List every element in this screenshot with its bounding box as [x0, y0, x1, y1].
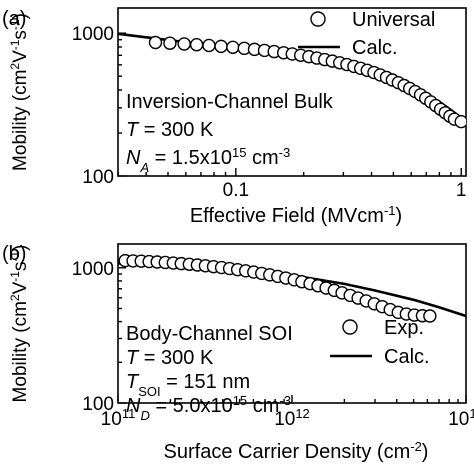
data-point: [214, 39, 228, 54]
annotation: Inversion-Channel Bulk T = 300 K NA = 1.5x…: [126, 91, 334, 175]
x-tick-label: 1011: [101, 406, 136, 431]
data-point: [163, 36, 177, 50]
annotation-line3: TSOI = 151 nm: [126, 371, 250, 399]
annotation-temperature: T = 300 K: [126, 347, 214, 369]
y-tick-label: 1000: [72, 259, 114, 280]
annotation-temperature: T = 300 K: [126, 119, 214, 141]
annotation-line4: ND = 5.0x1015 cm-3: [126, 393, 291, 423]
panel-label: (a): [2, 8, 26, 30]
data-point: [423, 309, 437, 323]
annotation-title: Inversion-Channel Bulk: [126, 91, 334, 113]
panel-a: (a) 100 1000 0.1 1 Effective Field (MVcm-1) Mo…: [2, 7, 467, 228]
legend-marker: [342, 319, 358, 335]
panel-b: (b) 100 1000 1011 1012 1013 Surface Carrier De…: [2, 243, 474, 463]
annotation-title: Body-Channel SOI: [126, 323, 293, 345]
x-axis-label: Surface Carrier Density (cm-2): [164, 439, 429, 464]
data-point: [189, 38, 204, 52]
y-tick-label: 100: [82, 394, 114, 415]
y-tick-label: 100: [82, 167, 114, 188]
legend-marker-label: Universal: [352, 9, 435, 31]
y-axis-label: Mobility (cm2V-1s-1): [8, 13, 31, 171]
legend-marker-label: Exp.: [384, 317, 424, 339]
plot-frame: [117, 7, 467, 177]
legend-marker: [310, 11, 326, 27]
x-tick-label: 1: [456, 180, 467, 201]
y-axis-label: Mobility (cm2V-1s-1): [8, 245, 31, 403]
panel-label: (b): [2, 243, 26, 265]
x-tick-label: 0.1: [223, 180, 249, 201]
legend: Exp. Calc.: [330, 317, 430, 368]
data-point: [202, 38, 216, 53]
x-tick-label: 1012: [274, 406, 310, 431]
x-axis-label: Effective Field (MVcm-1): [190, 203, 402, 228]
legend-line-label: Calc.: [352, 37, 398, 59]
legend-line-label: Calc.: [384, 346, 430, 368]
data-point: [148, 35, 163, 50]
data-point: [226, 40, 240, 55]
data-point: [454, 114, 466, 129]
y-tick-label: 1000: [72, 24, 114, 45]
x-tick-label: 1013: [448, 406, 474, 431]
plot-area: [118, 253, 466, 323]
annotation-line3: NA = 1.5x1015 cm-3: [126, 145, 290, 175]
legend: Universal Calc.: [298, 9, 435, 59]
data-point: [177, 37, 191, 51]
plot-area: [118, 32, 466, 129]
